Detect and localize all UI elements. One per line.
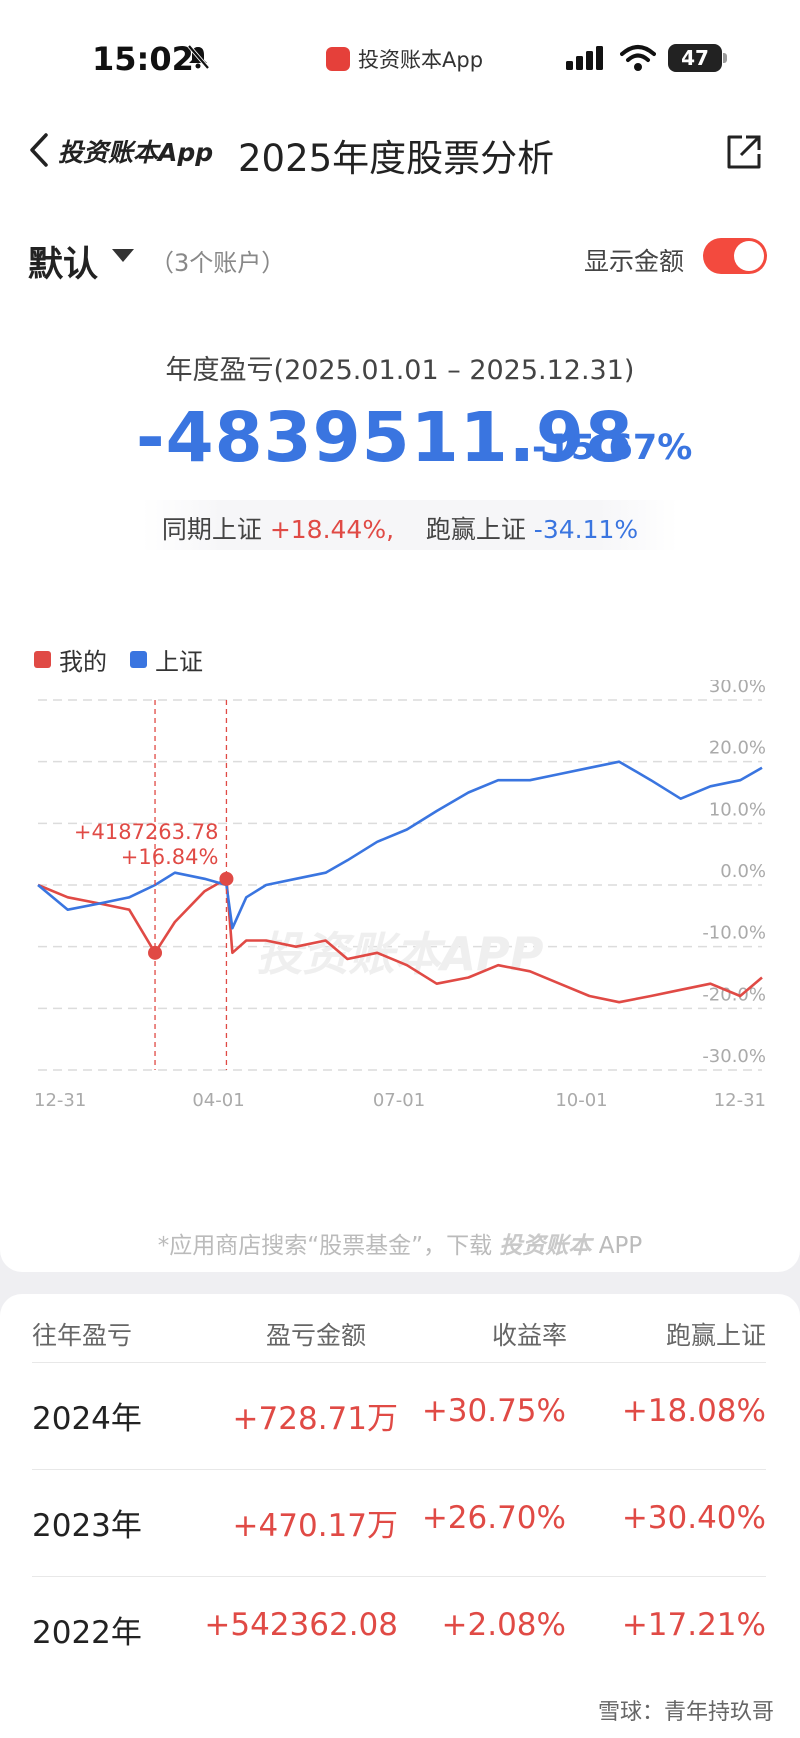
history-card — [0, 1294, 800, 1738]
bench-label: 同期上证 — [161, 515, 262, 544]
table-row[interactable]: 2024年 +728.71万 +30.75% +18.08% — [32, 1363, 766, 1470]
row-rate: +2.08% — [441, 1607, 566, 1643]
legend-mine[interactable]: 我的 — [34, 642, 107, 677]
legend-swatch-index — [130, 651, 147, 668]
beat-label: 跑赢上证 — [425, 515, 526, 544]
y-tick-label: 10.0% — [709, 799, 766, 820]
row-beat: +30.40% — [621, 1500, 766, 1536]
footnote-suffix: APP — [598, 1233, 643, 1259]
footnote-text: *应用商店搜索“股票基金”，下载 — [157, 1233, 493, 1259]
row-rate: +30.75% — [421, 1393, 566, 1429]
y-tick-label: -10.0% — [702, 923, 766, 944]
x-tick-label: 07-01 — [373, 1090, 425, 1111]
caret-down-icon[interactable] — [112, 249, 134, 262]
account-selector[interactable]: 默认 — [28, 245, 99, 285]
row-year: 2024年 — [32, 1401, 142, 1437]
legend-mine-label: 我的 — [59, 648, 107, 676]
y-tick-label: 30.0% — [709, 680, 766, 697]
status-time: 15:02 — [92, 40, 194, 78]
row-beat: +18.08% — [621, 1393, 766, 1429]
row-rate: +26.70% — [421, 1500, 566, 1536]
main-card — [0, 0, 800, 1272]
x-tick-label: 04-01 — [192, 1090, 244, 1111]
x-tick-label: 12-31 — [714, 1090, 766, 1111]
annual-pnl-amount: -4839511.98 — [136, 398, 634, 478]
benchmark-line: 同期上证 +18.44%, 跑赢上证 -34.11% — [0, 510, 800, 546]
header-divider — [32, 1362, 766, 1363]
annual-pnl-percent: -15.67% — [532, 428, 693, 468]
legend-index-label: 上证 — [155, 648, 203, 676]
legend-swatch-mine — [34, 651, 51, 668]
col-header-rate: 收益率 — [492, 1321, 568, 1350]
table-row[interactable]: 2022年 +542362.08 +2.08% +17.21% — [32, 1577, 766, 1683]
row-year: 2023年 — [32, 1508, 142, 1544]
y-tick-label: -30.0% — [702, 1046, 766, 1067]
source-watermark: 雪球：青年持玖哥 — [597, 1700, 774, 1725]
row-amount: +542362.08 — [204, 1607, 398, 1643]
x-tick-label: 10-01 — [555, 1090, 607, 1111]
col-header-beat: 跑赢上证 — [666, 1321, 767, 1350]
marker-amount-label: +4187263.78 — [74, 820, 219, 844]
chart-watermark: 投资账本APP — [256, 927, 543, 981]
beat-value: -34.11% — [533, 515, 639, 544]
page-title: 2025年度股票分析 — [238, 137, 555, 180]
performance-chart[interactable]: 投资账本APP 12-31 04-01 07-01 10-01 12-31 30.0% 2… — [0, 680, 800, 1200]
account-count: （3个账户） — [150, 249, 286, 277]
y-tick-label: 20.0% — [709, 738, 766, 759]
row-amount: +470.17万 — [232, 1508, 398, 1544]
show-amount-label: 显示金额 — [584, 247, 685, 276]
period-label: 年度盈亏(2025.01.01 – 2025.12.31) — [165, 355, 635, 386]
x-tick-label: 12-31 — [34, 1090, 86, 1111]
bench-value: +18.44%, — [269, 515, 395, 544]
cellular-signal-icon — [566, 46, 603, 70]
marker-high-point[interactable] — [219, 871, 234, 886]
nav-brand[interactable]: 投资账本App — [58, 138, 214, 167]
footnote-brand: 投资账本 — [499, 1233, 592, 1259]
show-amount-toggle[interactable] — [703, 238, 767, 274]
table-row[interactable]: 2023年 +470.17万 +26.70% +30.40% — [32, 1470, 766, 1577]
y-tick-label: 0.0% — [720, 861, 766, 882]
app-indicator[interactable]: 投资账本App — [326, 44, 483, 74]
share-icon[interactable] — [724, 132, 764, 172]
row-year: 2022年 — [32, 1615, 142, 1651]
toggle-knob — [734, 241, 764, 271]
col-header-year: 往年盈亏 — [32, 1321, 133, 1350]
benchmark-bar — [142, 500, 678, 550]
app-indicator-label: 投资账本App — [358, 48, 484, 72]
download-footnote: *应用商店搜索“股票基金”，下载 投资账本 APP — [0, 1226, 800, 1260]
battery-cap — [723, 53, 727, 63]
series-line-mine — [37, 877, 763, 1004]
col-header-amount: 盈亏金额 — [266, 1321, 367, 1350]
bell-muted-icon — [187, 44, 210, 70]
row-beat: +17.21% — [621, 1607, 766, 1643]
wifi-icon — [620, 45, 656, 71]
series-line-index — [37, 760, 763, 930]
battery-indicator: 47 — [668, 44, 722, 72]
back-arrow-icon[interactable] — [28, 132, 50, 168]
marker-percent-label: +16.84% — [121, 845, 219, 869]
app-logo-icon — [326, 47, 350, 71]
row-amount: +728.71万 — [232, 1401, 398, 1437]
marker-low-point[interactable] — [148, 945, 163, 960]
legend-index[interactable]: 上证 — [130, 642, 203, 677]
